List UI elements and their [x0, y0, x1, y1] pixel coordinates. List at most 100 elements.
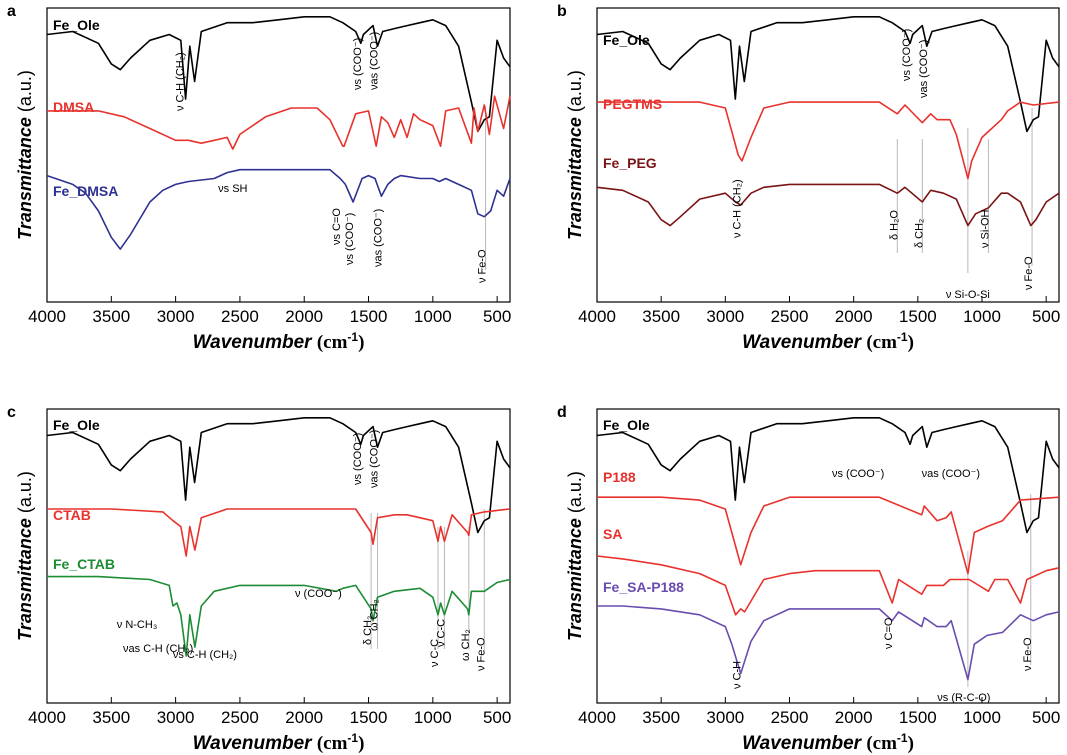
y-axis-unit: (a.u.) [15, 70, 35, 117]
peak-annotation: ν Si-O-Si [946, 289, 990, 301]
peak-annotation: νs C-H (CH₂) [173, 649, 237, 661]
peak-annotation: ν C-C [435, 619, 447, 647]
series-label: Fe_Ole [53, 17, 100, 33]
x-tick-label: 3000 [157, 708, 195, 727]
series-line-fe-sa-p188 [597, 605, 1060, 681]
series-line-fe-ole [596, 417, 1060, 534]
plot-frame [46, 408, 511, 704]
x-tick-label: 500 [1032, 307, 1060, 326]
x-tick-label: 2500 [221, 307, 259, 326]
x-tick-label: 4000 [28, 708, 66, 727]
x-tick-label: 1000 [414, 708, 452, 727]
x-tick-label: 4000 [578, 708, 616, 727]
x-axis-unit-exp: -1 [347, 330, 358, 344]
peak-annotation: νas C-H (CH₂) [123, 643, 193, 655]
x-axis-label: Wavenumber (cm-1) [193, 330, 365, 353]
series-line-sa [596, 555, 1060, 616]
peak-annotation: νs (COO⁻) [901, 29, 913, 81]
x-tick-label: 1000 [963, 307, 1001, 326]
panel-letter: d [557, 404, 567, 421]
x-axis-unit-close: ) [358, 332, 364, 353]
series-line-fe-ctab [47, 575, 511, 657]
x-tick-label: 2000 [285, 307, 323, 326]
x-tick-label: 500 [483, 307, 511, 326]
x-tick-label: 2000 [285, 708, 323, 727]
x-axis-unit: (cm [866, 733, 897, 754]
peak-annotation: νas (COO⁻) [922, 468, 980, 480]
peak-annotation: ν Fe-O [477, 249, 489, 283]
peak-annotation: δ CH₂ [913, 219, 925, 248]
peak-annotation: ω CH₂ [460, 629, 472, 661]
x-tick-label: 2000 [835, 307, 873, 326]
series-line-fe-ole [46, 417, 511, 534]
peak-annotation: νs (COO⁻) [352, 433, 364, 485]
x-axis-unit: (cm [317, 733, 348, 754]
series-line-fe-peg [596, 183, 1060, 227]
peak-annotation: νs (COO⁻) [344, 213, 356, 265]
peak-annotation: ν C-H (CH₂) [175, 52, 187, 111]
peak-annotation: ν C-H (CH₂) [732, 179, 744, 238]
series-label: Fe_DMSA [53, 183, 118, 199]
x-tick-label: 1500 [899, 708, 937, 727]
y-axis-unit: (a.u.) [565, 471, 585, 518]
series-line-p188 [597, 496, 1060, 575]
y-axis-label: Transmittance (a.u.) [565, 471, 585, 641]
peak-annotation: νas (COO⁻) [369, 430, 381, 488]
y-axis-unit: (a.u.) [565, 70, 585, 117]
panel-letter: c [7, 404, 16, 421]
x-axis-unit-exp: -1 [347, 731, 358, 745]
x-tick-label: 1500 [899, 307, 937, 326]
panel-a: a Transmittance (a.u.) 4000 3500 3000 2500 200… [7, 3, 511, 353]
peak-annotation: ω CH₂ [369, 599, 381, 631]
peak-annotation: νas (COO⁻) [369, 32, 381, 90]
peak-annotation: ν C-H [732, 661, 744, 689]
series-label: SA [603, 526, 622, 542]
x-tick-label: 1000 [963, 708, 1001, 727]
x-tick-label: 2500 [221, 708, 259, 727]
x-tick-label: 3500 [92, 307, 130, 326]
x-tick-label: 3000 [157, 307, 195, 326]
x-tick-label: 3000 [706, 708, 744, 727]
peak-annotation: ν (COO⁻) [295, 588, 342, 600]
x-tick-label: 1500 [350, 307, 388, 326]
peak-annotation: νas (COO⁻) [918, 40, 930, 98]
peak-annotation: ν Fe-O [1023, 256, 1035, 290]
x-axis-label: Wavenumber (cm-1) [742, 330, 914, 353]
x-axis-label: Wavenumber (cm-1) [742, 731, 914, 754]
peak-annotation: νs (R-C-O) [937, 692, 990, 704]
series-label: Fe_Ole [53, 417, 100, 433]
panel-b: b Transmittance (a.u.) 4000 3500 3000 2500 200… [557, 3, 1060, 353]
plot-frame [596, 7, 1060, 303]
x-axis-unit-exp: -1 [897, 330, 908, 344]
series-label: DMSA [53, 99, 94, 115]
x-tick-label: 500 [483, 708, 511, 727]
peak-annotation: ν C-C [429, 639, 441, 667]
x-tick-label: 3000 [706, 307, 744, 326]
peak-annotation: ν Fe-O [475, 637, 487, 671]
peak-annotation: ν C=O [883, 617, 895, 649]
y-axis-label: Transmittance (a.u.) [15, 70, 35, 240]
x-axis-unit: (cm [317, 332, 348, 353]
panel-d: d Transmittance (a.u.) 4000 3500 3000 2500 200… [557, 404, 1060, 754]
series-label: PEGTMS [603, 96, 662, 112]
x-axis-unit: (cm [866, 332, 897, 353]
x-axis-unit-close: ) [908, 733, 914, 754]
x-axis-unit-close: ) [358, 733, 364, 754]
peak-annotation: ν N-CH₃ [117, 619, 158, 631]
x-tick-label: 2000 [835, 708, 873, 727]
peak-annotation: νs SH [218, 183, 247, 195]
y-axis-label: Transmittance (a.u.) [15, 471, 35, 641]
series-line-ctab [47, 508, 511, 557]
y-axis-unit: (a.u.) [15, 471, 35, 518]
series-label: Fe_CTAB [53, 556, 115, 572]
x-tick-label: 3500 [642, 307, 680, 326]
series-line-fe-ole [596, 16, 1060, 133]
plot-frame [46, 7, 511, 303]
x-axis-label: Wavenumber (cm-1) [193, 731, 365, 754]
peak-annotation: δ H₂O [888, 210, 900, 240]
peak-annotation: ν Si-OH [979, 209, 991, 248]
peak-annotation: ν Fe-O [1022, 637, 1034, 671]
series-label: Fe_SA-P188 [603, 579, 684, 595]
series-label: P188 [603, 469, 636, 485]
